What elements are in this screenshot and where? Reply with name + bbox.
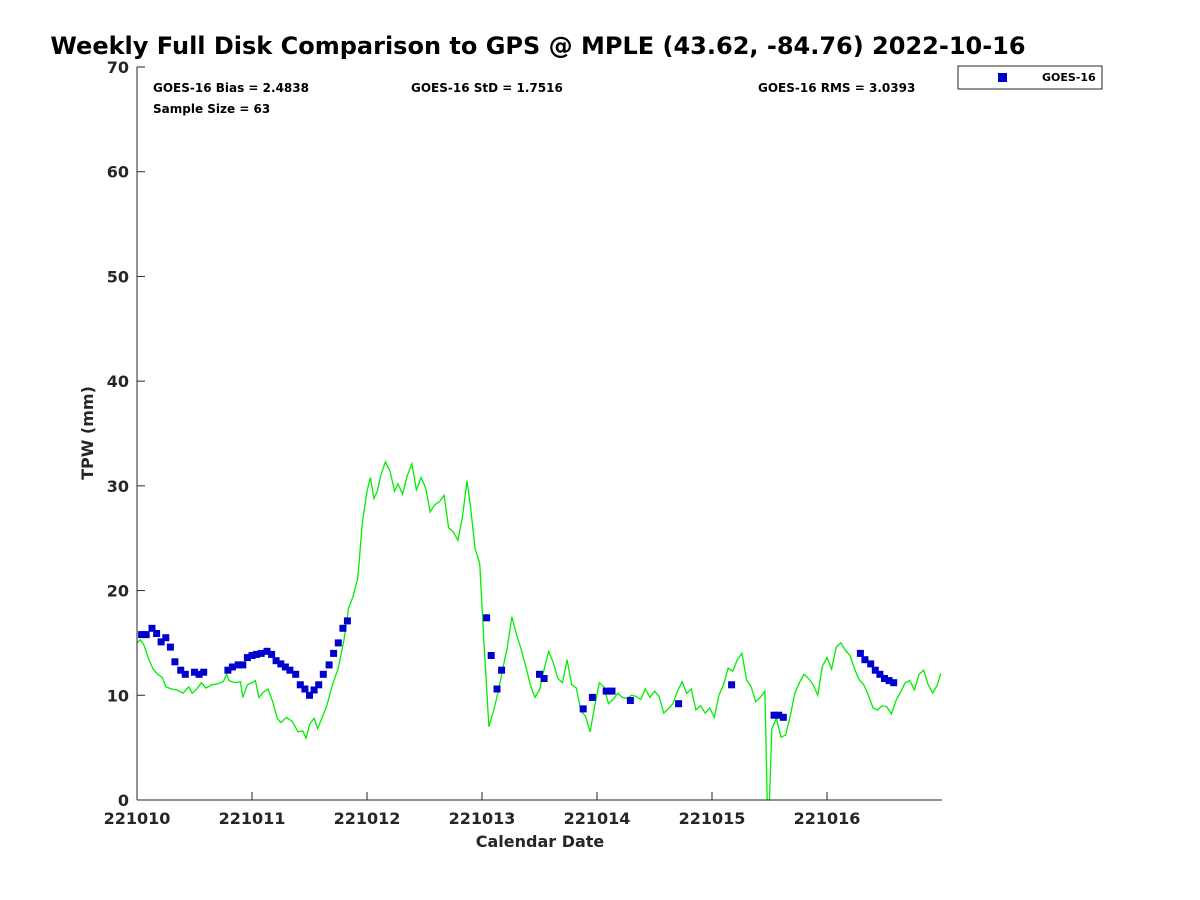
data-point: [626, 697, 634, 704]
std-stat: GOES-16 StD = 1.7516: [411, 81, 563, 95]
data-point: [540, 675, 548, 682]
series-line-gps: [136, 460, 942, 801]
data-point: [871, 666, 879, 674]
y-tick-label: 10: [107, 686, 129, 705]
data-point: [675, 700, 683, 708]
data-point: [277, 660, 285, 668]
y-axis-ticks: 0 10 20 30 40 50 60 70: [107, 58, 145, 810]
y-tick-label: 50: [107, 267, 129, 286]
data-point: [310, 686, 318, 694]
data-point: [162, 634, 170, 642]
data-point: [301, 685, 309, 693]
series-points-layer: [138, 614, 898, 721]
data-point: [325, 661, 333, 669]
data-point: [876, 670, 884, 678]
x-tick-label: 221010: [104, 809, 171, 828]
data-point: [268, 650, 276, 658]
data-point: [177, 666, 185, 674]
data-point: [588, 693, 596, 701]
data-point: [200, 668, 208, 676]
data-point: [856, 649, 864, 657]
y-tick-label: 20: [107, 582, 129, 601]
data-point: [890, 679, 898, 687]
data-point: [867, 660, 875, 668]
sample-size-stat: Sample Size = 63: [153, 102, 270, 116]
data-point: [296, 681, 304, 689]
data-point: [243, 654, 251, 662]
data-point: [330, 649, 338, 657]
x-tick-label: 221014: [564, 809, 631, 828]
data-point: [315, 681, 323, 689]
data-point: [138, 631, 146, 639]
data-point: [181, 670, 189, 678]
x-axis-ticks: 221010 221011 221012 221013 221014 221015 2210…: [104, 792, 861, 828]
data-point: [339, 624, 347, 632]
data-point: [239, 661, 247, 669]
data-point: [881, 675, 888, 682]
data-point: [775, 711, 783, 719]
data-point: [153, 630, 161, 637]
x-tick-label: 221013: [449, 809, 516, 828]
chart-title: Weekly Full Disk Comparison to GPS @ MPL…: [50, 32, 1025, 60]
y-tick-label: 40: [107, 372, 129, 391]
y-tick-label: 0: [118, 791, 129, 810]
data-point: [263, 647, 271, 655]
data-point: [536, 670, 543, 678]
data-point: [861, 656, 869, 664]
x-tick-label: 221015: [679, 809, 746, 828]
data-point: [483, 614, 491, 622]
data-point: [487, 652, 495, 659]
data-point: [142, 631, 150, 639]
legend: GOES-16: [957, 65, 1103, 90]
data-point: [171, 658, 179, 666]
data-point: [493, 685, 501, 693]
data-point: [228, 663, 236, 671]
legend-marker: [998, 73, 1007, 82]
x-tick-label: 221012: [334, 809, 401, 828]
x-tick-label: 221016: [794, 809, 861, 828]
data-point: [286, 666, 294, 674]
y-tick-label: 60: [107, 163, 129, 182]
data-point: [148, 624, 156, 632]
data-point: [191, 668, 198, 676]
data-point: [602, 687, 610, 695]
series-line-layer: [136, 460, 942, 801]
data-point: [234, 661, 242, 669]
data-point: [281, 663, 289, 671]
data-point: [343, 617, 351, 625]
data-point: [292, 670, 300, 678]
data-point: [498, 666, 506, 674]
data-point: [885, 677, 893, 685]
data-point: [166, 643, 174, 651]
legend-box: [957, 65, 1103, 90]
data-point: [319, 670, 327, 678]
legend-label-goes16: GOES-16: [1042, 71, 1096, 84]
data-point: [253, 650, 261, 658]
data-point: [224, 666, 232, 674]
data-point: [157, 638, 165, 646]
data-point: [608, 687, 616, 695]
data-point: [579, 705, 587, 713]
bias-stat: GOES-16 Bias = 2.4838: [153, 81, 309, 95]
y-tick-label: 30: [107, 477, 129, 496]
data-point: [728, 681, 736, 689]
data-point: [770, 711, 778, 719]
y-axis-label: TPW (mm): [78, 386, 97, 480]
x-axis-label: Calendar Date: [476, 832, 605, 851]
data-point: [257, 649, 265, 657]
data-point: [195, 670, 203, 678]
data-point: [306, 691, 313, 699]
data-point: [272, 657, 280, 665]
data-point: [334, 639, 342, 647]
data-point: [779, 713, 787, 721]
data-point: [248, 652, 256, 659]
x-tick-label: 221011: [219, 809, 286, 828]
rms-stat: GOES-16 RMS = 3.0393: [758, 81, 915, 95]
y-tick-label: 70: [107, 58, 129, 77]
